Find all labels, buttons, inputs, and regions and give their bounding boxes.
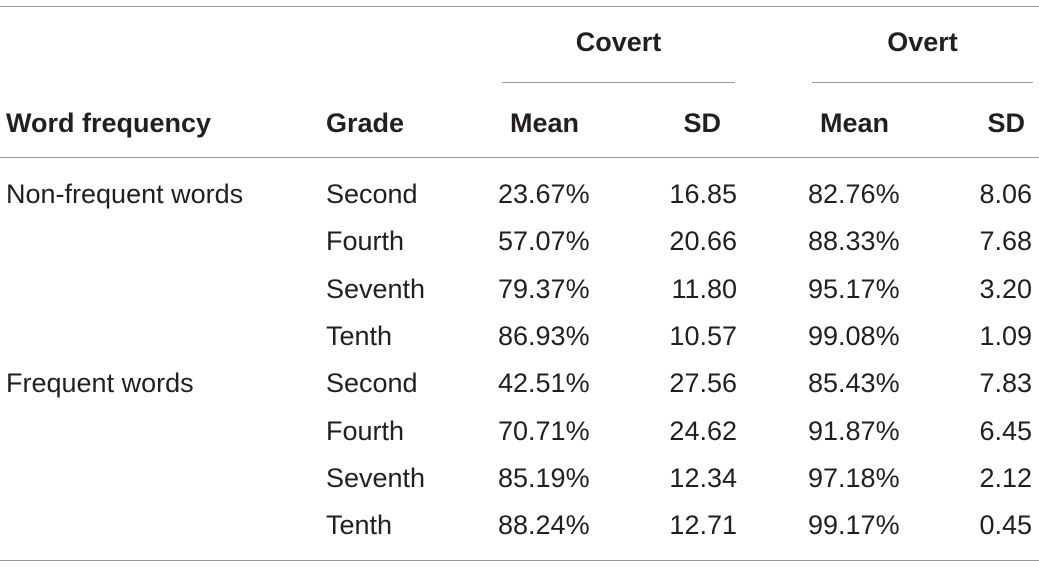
header-word-frequency: Word frequency <box>6 108 212 138</box>
covert-sd-cell: 24.62 <box>669 416 737 446</box>
bottom-rule <box>0 560 1039 561</box>
covert-mean-cell: 85.19% <box>498 463 590 493</box>
header-grade: Grade <box>326 108 405 138</box>
overt-mean-cell: 82.76% <box>808 179 900 209</box>
covert-mean-cell: 70.71% <box>498 416 590 446</box>
header-overt-mean: Mean <box>820 108 890 138</box>
covert-sd-cell: 20.66 <box>669 226 737 256</box>
overt-sd-cell: 7.83 <box>979 368 1032 398</box>
word-frequency-cell: Frequent words <box>6 368 194 398</box>
header-overt-sd: SD <box>987 108 1025 138</box>
overt-sd-cell: 8.06 <box>979 179 1032 209</box>
overt-sd-cell: 2.12 <box>979 463 1032 493</box>
overt-sd-cell: 1.09 <box>979 321 1032 351</box>
overt-mean-cell: 97.18% <box>808 463 900 493</box>
overt-mean-cell: 91.87% <box>808 416 900 446</box>
grade-cell: Fourth <box>326 226 405 256</box>
overt-mean-cell: 88.33% <box>808 226 900 256</box>
covert-sd-cell: 12.34 <box>669 463 737 493</box>
covert-mean-cell: 23.67% <box>498 179 590 209</box>
covert-sd-cell: 27.56 <box>669 368 737 398</box>
grade-cell: Tenth <box>326 510 393 540</box>
covert-underline <box>502 82 735 83</box>
header-covert-sd: SD <box>683 108 721 138</box>
overt-sd-cell: 7.68 <box>979 226 1032 256</box>
header-overt: Overt <box>887 27 958 57</box>
overt-mean-cell: 85.43% <box>808 368 900 398</box>
covert-mean-cell: 42.51% <box>498 368 590 398</box>
overt-underline <box>812 82 1033 83</box>
covert-mean-cell: 88.24% <box>498 510 590 540</box>
grade-cell: Tenth <box>326 321 393 351</box>
grade-cell: Seventh <box>326 274 426 304</box>
grade-cell: Fourth <box>326 416 405 446</box>
overt-mean-cell: 99.17% <box>808 510 900 540</box>
covert-sd-cell: 11.80 <box>671 274 737 304</box>
covert-mean-cell: 86.93% <box>498 321 590 351</box>
header-rule <box>0 157 1039 158</box>
header-covert-mean: Mean <box>510 108 580 138</box>
overt-mean-cell: 95.17% <box>808 274 900 304</box>
grade-cell: Seventh <box>326 463 426 493</box>
overt-sd-cell: 3.20 <box>979 274 1032 304</box>
overt-mean-cell: 99.08% <box>808 321 900 351</box>
word-frequency-cell: Non-frequent words <box>6 179 244 209</box>
overt-sd-cell: 6.45 <box>979 416 1032 446</box>
header-covert: Covert <box>575 27 662 57</box>
top-rule <box>0 6 1039 7</box>
overt-sd-cell: 0.45 <box>979 510 1032 540</box>
covert-sd-cell: 12.71 <box>669 510 737 540</box>
grade-cell: Second <box>326 179 418 209</box>
covert-sd-cell: 16.85 <box>669 179 737 209</box>
covert-sd-cell: 10.57 <box>669 321 737 351</box>
covert-mean-cell: 57.07% <box>498 226 590 256</box>
covert-mean-cell: 79.37% <box>498 274 590 304</box>
grade-cell: Second <box>326 368 418 398</box>
